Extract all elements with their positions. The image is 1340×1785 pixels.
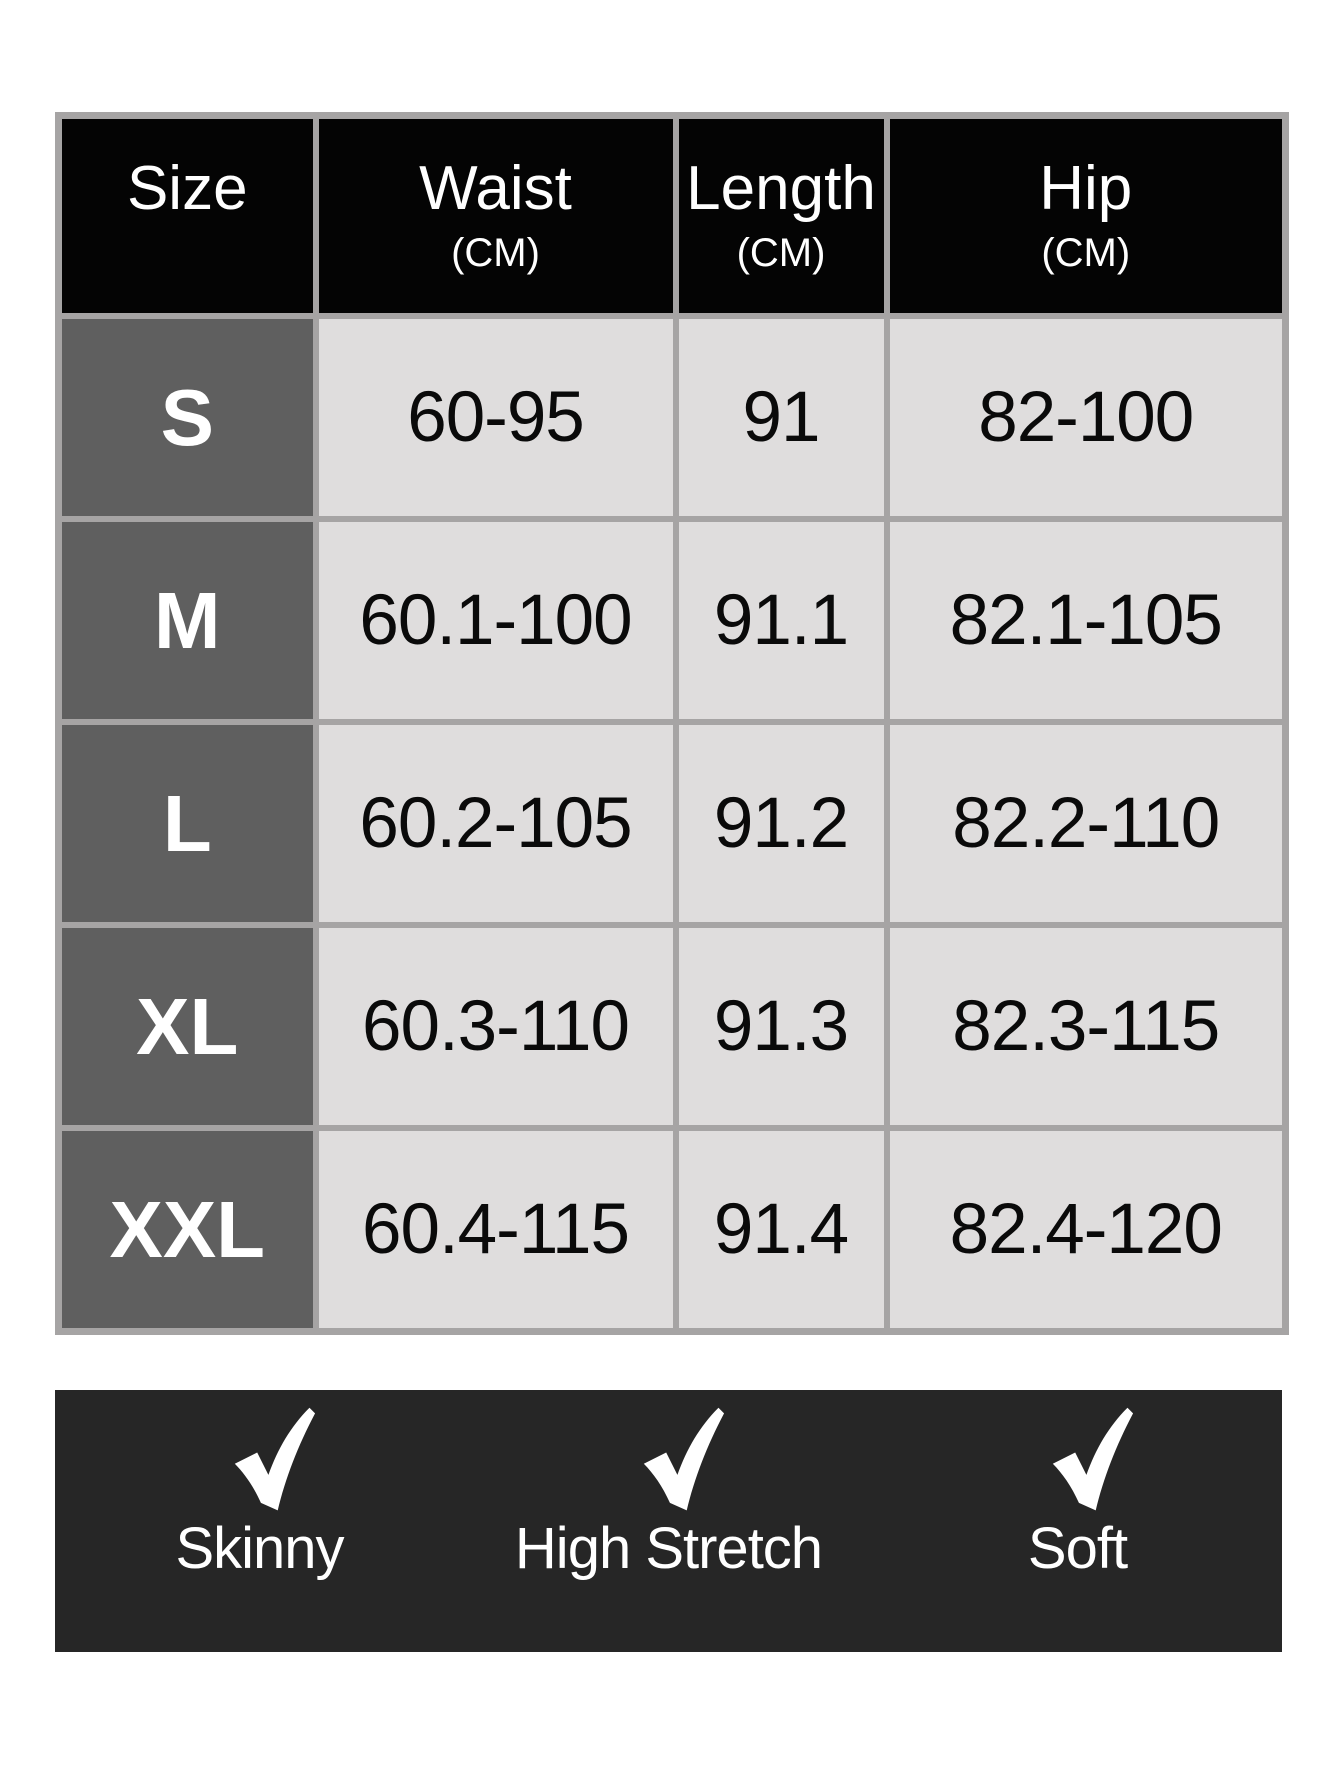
length-cell: 91.4: [672, 1125, 890, 1335]
hip-cell: 82-100: [883, 313, 1289, 522]
size-cell: S: [55, 313, 319, 522]
hip-cell: 82.3-115: [883, 922, 1289, 1131]
header-cell-hip: Hip (CM): [883, 112, 1289, 319]
waist-cell: 60-95: [312, 313, 679, 522]
column-unit: (CM): [1041, 231, 1131, 275]
checkmark-icon: [1052, 1407, 1133, 1511]
size-cell: XXL: [55, 1125, 319, 1335]
waist-cell: 60.4-115: [312, 1125, 679, 1335]
hip-cell: 82.1-105: [883, 516, 1289, 725]
size-cell: XL: [55, 922, 319, 1131]
header-cell-waist: Waist (CM): [312, 112, 679, 319]
waist-cell: 60.3-110: [312, 922, 679, 1131]
column-label: Length: [686, 154, 876, 223]
column-label: Size: [126, 154, 248, 223]
size-cell: M: [55, 516, 319, 725]
table-row-l: L 60.2-105 91.2 82.2-110: [55, 719, 1289, 928]
header-cell-length: Length (CM): [672, 112, 890, 319]
column-unit: [65, 226, 310, 280]
checkmark-icon: [234, 1407, 315, 1511]
table-row-xxl: XXL 60.4-115 91.4 82.4-120: [55, 1125, 1289, 1335]
column-unit: (CM): [736, 231, 826, 275]
hip-cell: 82.4-120: [883, 1125, 1289, 1335]
column-unit: (CM): [451, 231, 540, 275]
length-cell: 91.3: [672, 922, 890, 1131]
feature-label: High Stretch: [514, 1516, 823, 1581]
column-label: Hip: [1039, 154, 1133, 223]
feature-high-stretch: High Stretch: [464, 1390, 873, 1652]
checkmark-icon: [643, 1407, 724, 1511]
column-label: Waist: [419, 154, 572, 223]
size-cell: L: [55, 719, 319, 928]
header-row: Size Waist (CM) Length (CM) Hip (CM): [55, 112, 1289, 319]
feature-skinny: Skinny: [55, 1390, 464, 1652]
feature-label: Skinny: [175, 1516, 344, 1581]
length-cell: 91: [672, 313, 890, 522]
feature-label: Soft: [1027, 1516, 1128, 1581]
waist-cell: 60.1-100: [312, 516, 679, 725]
header-cell-size: Size: [55, 112, 319, 319]
table-row-s: S 60-95 91 82-100: [55, 313, 1289, 522]
features-banner: Skinny High Stretch Soft: [55, 1390, 1282, 1652]
size-chart-table: Size Waist (CM) Length (CM) Hip (CM): [55, 112, 1289, 1335]
waist-cell: 60.2-105: [312, 719, 679, 928]
feature-soft: Soft: [873, 1390, 1282, 1652]
table-row-xl: XL 60.3-110 91.3 82.3-115: [55, 922, 1289, 1131]
length-cell: 91.2: [672, 719, 890, 928]
hip-cell: 82.2-110: [883, 719, 1289, 928]
length-cell: 91.1: [672, 516, 890, 725]
table-row-m: M 60.1-100 91.1 82.1-105: [55, 516, 1289, 725]
